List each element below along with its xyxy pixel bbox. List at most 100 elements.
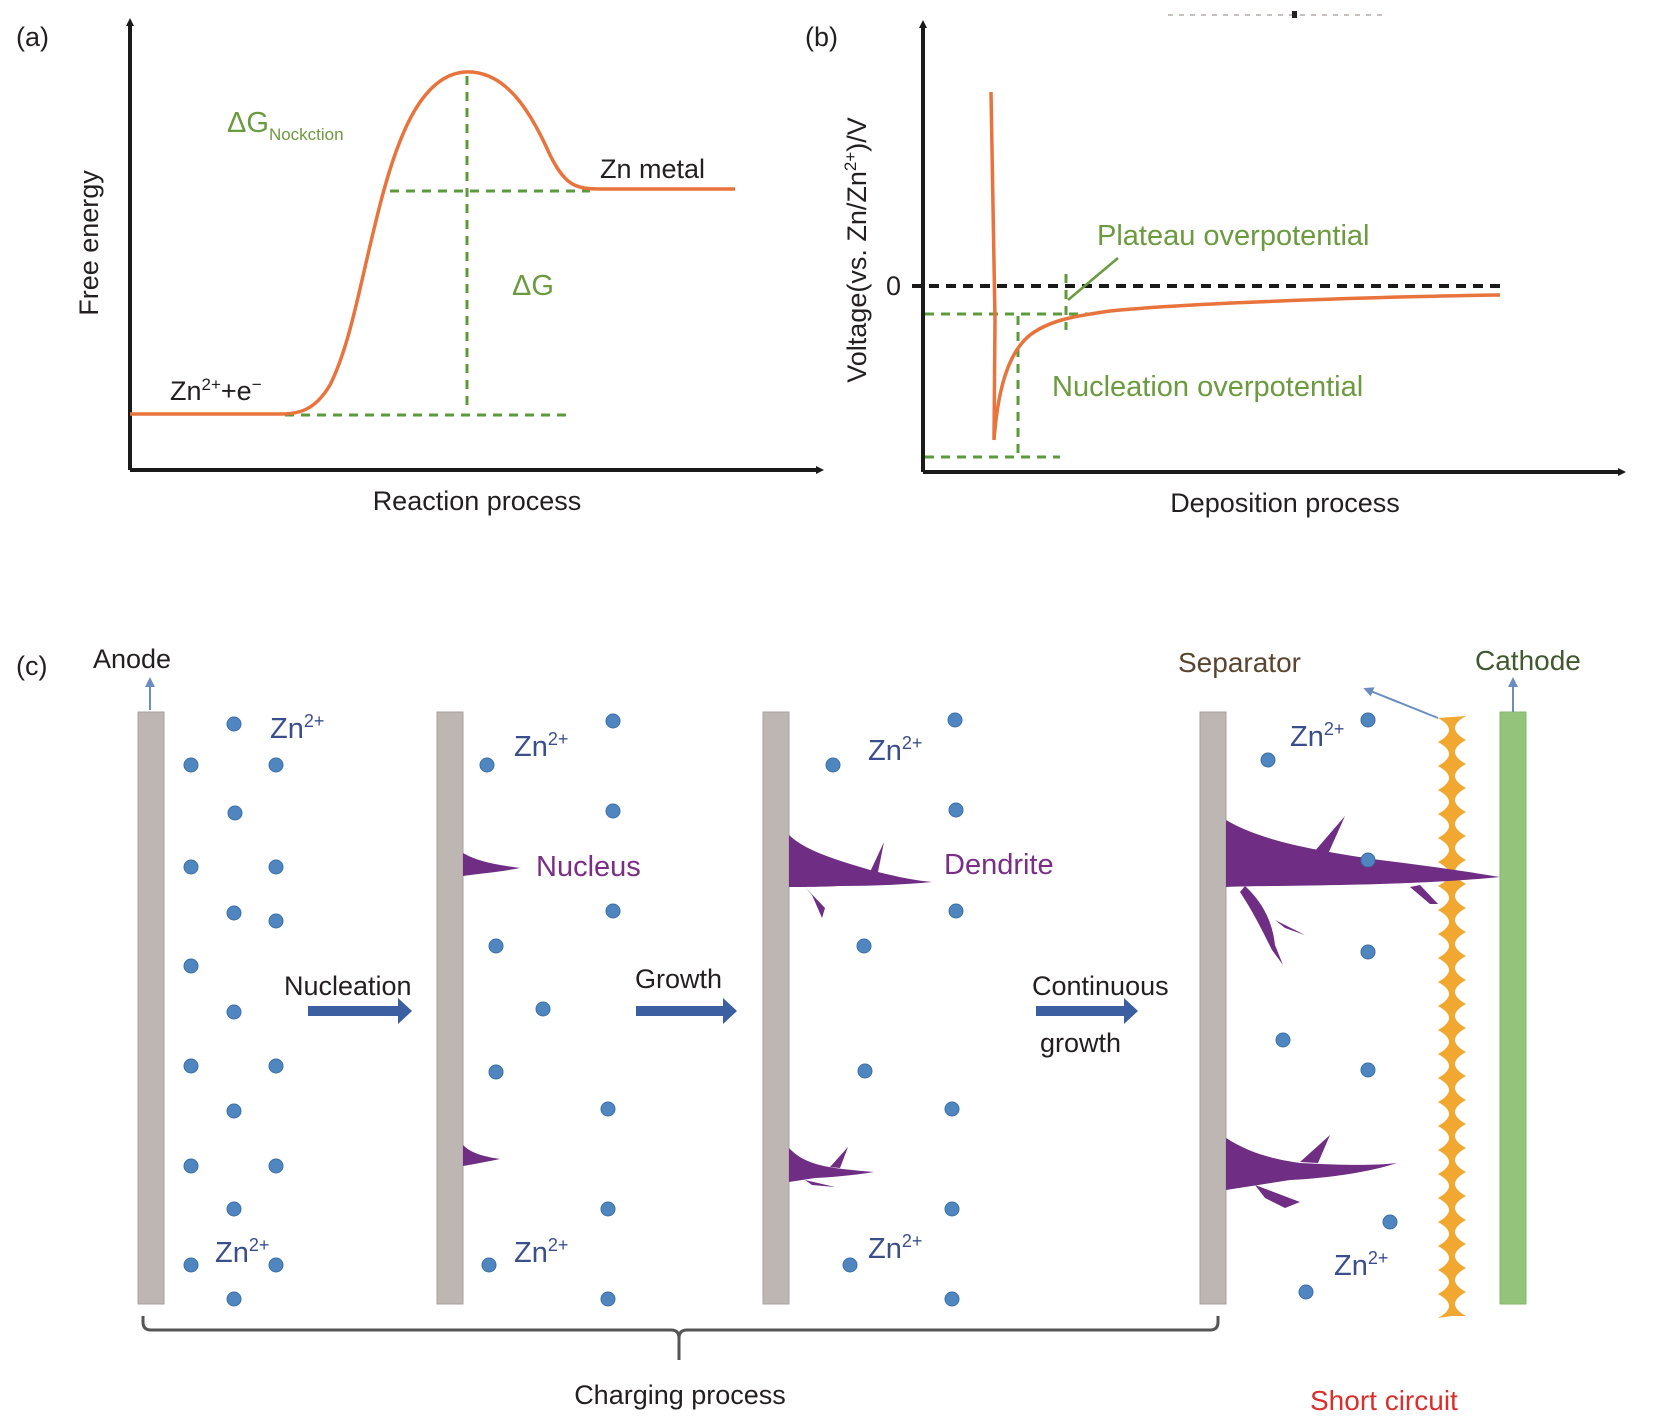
zinc-ion-dot bbox=[1360, 1062, 1376, 1078]
panel-a-label: (a) bbox=[16, 22, 49, 52]
step-continuous-label: Continuous bbox=[1032, 971, 1169, 1001]
zinc-ion-dot bbox=[481, 1257, 497, 1273]
zinc-ion-dot bbox=[183, 1058, 199, 1074]
zinc-ion-dot bbox=[268, 1058, 284, 1074]
panel-b: (b) Voltage(vs. Zn/Zn2+)/V Deposition pr… bbox=[805, 11, 1626, 518]
panel-b-label: (b) bbox=[805, 22, 838, 52]
separator-label: Separator bbox=[1178, 647, 1301, 678]
reactant-label: Zn2++e− bbox=[170, 375, 262, 406]
step-nucleation-label: Nucleation bbox=[284, 971, 412, 1001]
anode-bar-stage-2 bbox=[436, 711, 464, 1305]
zinc-ion-dot bbox=[226, 1103, 242, 1119]
zinc-ion-dot bbox=[226, 1291, 242, 1307]
zinc-ion-dot bbox=[948, 802, 964, 818]
nucleus-top bbox=[463, 853, 520, 876]
zinc-ion-dot bbox=[535, 1001, 551, 1017]
decorative-mark bbox=[1292, 11, 1297, 18]
zinc-ion-dot bbox=[183, 1257, 199, 1273]
panel-c: (c) Anode Separator Cathode Zn2+ Zn2+ Zn2+… bbox=[16, 644, 1581, 1416]
zinc-ion-dot bbox=[268, 1158, 284, 1174]
panel-a-xlabel: Reaction process bbox=[373, 486, 582, 516]
voltage-curve bbox=[989, 91, 1501, 441]
zinc-ion-label: Zn2+ bbox=[1290, 719, 1344, 753]
zinc-ion-dot bbox=[226, 716, 242, 732]
zinc-ion-label: Zn2+ bbox=[868, 1231, 922, 1265]
separator-membrane bbox=[1438, 716, 1466, 1318]
dendrite-label: Dendrite bbox=[944, 849, 1054, 881]
zinc-ion-dot bbox=[944, 1101, 960, 1117]
panel-c-label: (c) bbox=[16, 651, 47, 681]
plateau-label: Plateau overpotential bbox=[1097, 220, 1369, 252]
product-label: Zn metal bbox=[600, 154, 705, 184]
zinc-ion-dot bbox=[857, 1063, 873, 1079]
zinc-ion-dot bbox=[948, 903, 964, 919]
cathode-bar bbox=[1499, 711, 1527, 1305]
zinc-ion-dot bbox=[600, 1101, 616, 1117]
short-circuit-label: Short circuit bbox=[1310, 1385, 1458, 1416]
zinc-ion-dot bbox=[183, 757, 199, 773]
charging-process-label: Charging process bbox=[574, 1380, 786, 1410]
zinc-ion-dot bbox=[1360, 712, 1376, 728]
zinc-ion-dot bbox=[183, 1158, 199, 1174]
zinc-ion-dot bbox=[226, 905, 242, 921]
zinc-ion-dot bbox=[605, 803, 621, 819]
zinc-ion-dot bbox=[226, 1004, 242, 1020]
panel-a-ylabel: Free energy bbox=[74, 170, 104, 316]
zinc-ion-dot bbox=[600, 1201, 616, 1217]
zinc-ion-label: Zn2+ bbox=[270, 711, 324, 745]
zinc-ions bbox=[183, 712, 1398, 1307]
zinc-ion-dot bbox=[226, 1201, 242, 1217]
zinc-ion-dot bbox=[268, 859, 284, 875]
zinc-ion-label: Zn2+ bbox=[514, 729, 568, 763]
dendrite-top bbox=[789, 835, 932, 918]
separator-pointer bbox=[1363, 687, 1439, 719]
zinc-ion-dot bbox=[944, 1291, 960, 1307]
zinc-ion-dot bbox=[488, 938, 504, 954]
growth-arrow-icon bbox=[636, 998, 737, 1024]
panel-b-ylabel: Voltage(vs. Zn/Zn2+)/V bbox=[841, 117, 872, 383]
zinc-ion-dot bbox=[479, 757, 495, 773]
zinc-ion-label: Zn2+ bbox=[868, 733, 922, 767]
zinc-ion-dot bbox=[183, 958, 199, 974]
zinc-ion-dot bbox=[1275, 1032, 1291, 1048]
zinc-ion-dot bbox=[1360, 944, 1376, 960]
zinc-ion-dot bbox=[856, 938, 872, 954]
zinc-ion-label: Zn2+ bbox=[514, 1235, 568, 1269]
step-growth-label: Growth bbox=[635, 964, 722, 994]
zinc-ion-dot bbox=[605, 903, 621, 919]
zinc-ion-dot bbox=[947, 712, 963, 728]
zinc-ion-dot bbox=[1298, 1284, 1314, 1300]
zinc-ion-dot bbox=[605, 713, 621, 729]
delta-g-label: ΔG bbox=[512, 270, 554, 302]
zinc-ion-dot bbox=[1260, 752, 1276, 768]
cathode-label: Cathode bbox=[1475, 645, 1581, 676]
barrier-label: ΔGNockction bbox=[227, 107, 344, 144]
dendrite-short-circuit bbox=[1226, 816, 1500, 965]
dendrite-bottom bbox=[789, 1147, 874, 1187]
step-growth-label-2: growth bbox=[1040, 1028, 1121, 1058]
zinc-ion-dot bbox=[600, 1291, 616, 1307]
zinc-ion-dot bbox=[488, 1064, 504, 1080]
zinc-ion-dot bbox=[227, 805, 243, 821]
charging-process-brace bbox=[141, 1316, 1220, 1360]
zinc-ion-dot bbox=[1360, 852, 1376, 868]
nucleus-label: Nucleus bbox=[536, 851, 641, 883]
zinc-ion-dot bbox=[268, 757, 284, 773]
nucleation-label: Nucleation overpotential bbox=[1052, 371, 1363, 403]
panel-b-xlabel: Deposition process bbox=[1170, 488, 1400, 518]
zinc-ion-label: Zn2+ bbox=[1334, 1248, 1388, 1282]
panel-a: (a) Free energy Reaction process Zn2++e−… bbox=[16, 18, 824, 516]
dendrite-lower-stage-4 bbox=[1226, 1135, 1397, 1208]
anode-label: Anode bbox=[93, 644, 171, 674]
anode-bar-stage-4 bbox=[1199, 711, 1227, 1305]
zinc-ion-dot bbox=[268, 1257, 284, 1273]
zinc-ion-dot bbox=[944, 1201, 960, 1217]
zinc-ion-dot bbox=[268, 913, 284, 929]
continuous-growth-arrow-icon bbox=[1036, 998, 1138, 1024]
zinc-ion-dot bbox=[842, 1257, 858, 1273]
anode-bar-stage-1 bbox=[137, 711, 165, 1305]
zinc-ion-label: Zn2+ bbox=[215, 1235, 269, 1269]
zinc-ion-dot bbox=[825, 757, 841, 773]
nucleus-bottom bbox=[463, 1145, 500, 1166]
